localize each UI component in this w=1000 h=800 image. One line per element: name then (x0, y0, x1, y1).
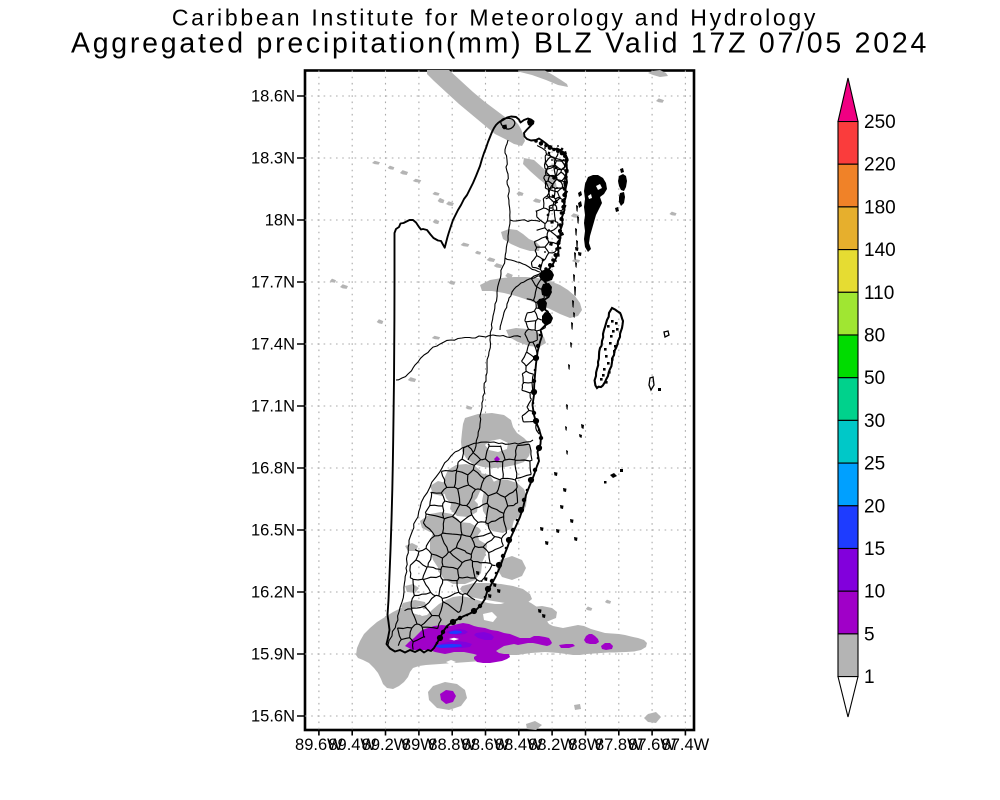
svg-text:15.9N: 15.9N (251, 646, 295, 664)
svg-text:220: 220 (864, 155, 896, 176)
svg-text:88.2W: 88.2W (528, 736, 576, 754)
svg-text:17.4N: 17.4N (251, 336, 295, 354)
svg-text:89.6W: 89.6W (295, 736, 343, 754)
svg-text:87.4W: 87.4W (662, 736, 710, 754)
svg-text:88W: 88W (569, 736, 603, 754)
svg-text:80: 80 (864, 326, 885, 347)
svg-text:15: 15 (864, 539, 885, 560)
svg-text:88.4W: 88.4W (495, 736, 543, 754)
svg-text:250: 250 (864, 112, 896, 133)
svg-text:20: 20 (864, 496, 885, 517)
svg-text:87.6W: 87.6W (628, 736, 676, 754)
svg-text:17.7N: 17.7N (251, 274, 295, 292)
svg-text:18N: 18N (265, 212, 295, 230)
svg-text:Caribbean Institute for Meteor: Caribbean Institute for Meteorology and … (172, 5, 818, 31)
svg-text:Aggregated precipitation(mm) B: Aggregated precipitation(mm) BLZ Valid 1… (71, 28, 929, 60)
svg-text:180: 180 (864, 197, 896, 218)
svg-text:110: 110 (864, 283, 894, 304)
svg-text:1: 1 (864, 667, 875, 688)
svg-text:5: 5 (864, 624, 875, 645)
svg-text:16.5N: 16.5N (251, 522, 295, 540)
svg-text:16.2N: 16.2N (251, 584, 295, 602)
svg-text:10: 10 (864, 582, 885, 603)
svg-text:87.8W: 87.8W (595, 736, 643, 754)
svg-text:16.8N: 16.8N (251, 460, 295, 478)
svg-text:50: 50 (864, 368, 885, 389)
svg-text:18.3N: 18.3N (251, 150, 295, 168)
svg-text:30: 30 (864, 411, 885, 432)
svg-text:140: 140 (864, 240, 896, 261)
svg-text:89.2W: 89.2W (362, 736, 410, 754)
svg-text:15.6N: 15.6N (251, 708, 295, 726)
svg-text:88.6W: 88.6W (462, 736, 510, 754)
svg-text:88.8W: 88.8W (428, 736, 476, 754)
svg-text:89W: 89W (402, 736, 436, 754)
svg-text:89.4W: 89.4W (328, 736, 376, 754)
svg-text:17.1N: 17.1N (251, 398, 295, 416)
svg-text:18.6N: 18.6N (251, 88, 295, 106)
svg-text:25: 25 (864, 454, 885, 475)
